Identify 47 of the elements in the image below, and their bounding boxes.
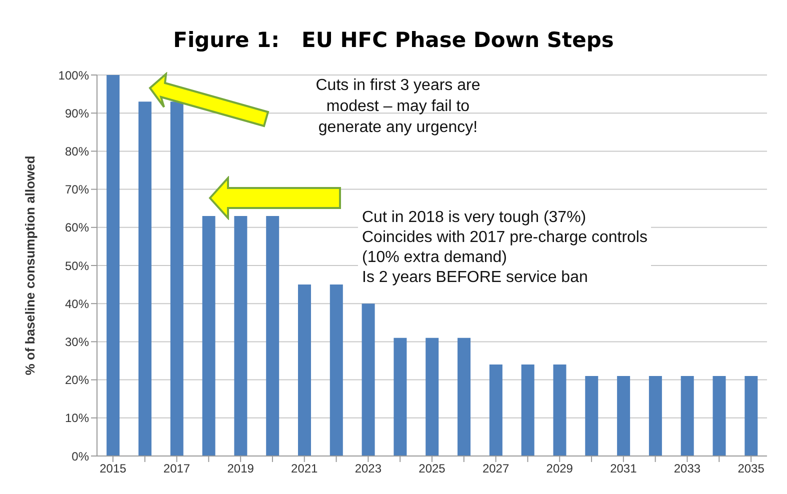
bar — [680, 376, 694, 456]
x-tick-label: 2027 — [482, 462, 510, 476]
bar — [138, 102, 152, 456]
bar — [489, 364, 502, 456]
bar — [712, 376, 726, 456]
y-tick-label: 100% — [58, 68, 90, 82]
y-tick-label: 0% — [72, 449, 90, 464]
y-axis-title: % of baseline consumption allowed — [22, 156, 38, 376]
y-tick-label: 70% — [64, 182, 90, 197]
chart-title: Figure 1: EU HFC Phase Down Steps — [172, 28, 615, 52]
y-tick-label: 10% — [64, 411, 90, 426]
bar — [106, 75, 120, 456]
x-tick-label: 2035 — [738, 462, 765, 476]
x-tick-label: 2023 — [354, 462, 382, 476]
x-tick-label: 2031 — [610, 462, 638, 476]
y-tick-label: 20% — [64, 373, 90, 388]
y-tick-label: 50% — [64, 258, 90, 273]
annotation: Cuts in first 3 years are modest – may fail to generate any urgency! — [314, 76, 482, 138]
bar — [648, 376, 662, 456]
bar — [394, 338, 407, 456]
x-tick-label: 2019 — [227, 462, 254, 476]
y-tick-label: 30% — [64, 334, 90, 349]
bar — [362, 304, 375, 456]
bar — [744, 376, 758, 456]
bar — [521, 364, 534, 456]
bar — [585, 376, 598, 456]
bar — [266, 216, 280, 456]
x-tick-label: 2015 — [100, 462, 127, 476]
y-tick-label: 40% — [64, 296, 90, 311]
bar — [426, 338, 439, 456]
x-tick-label: 2025 — [418, 462, 446, 476]
x-tick-label: 2029 — [546, 462, 574, 476]
y-tick-label: 80% — [64, 144, 90, 158]
x-tick-label: 2021 — [291, 462, 318, 476]
bar — [202, 216, 216, 456]
x-tick-label: 2017 — [163, 462, 190, 476]
y-tick-label: 90% — [64, 106, 90, 120]
bar — [617, 376, 630, 456]
bar — [298, 284, 311, 456]
x-tick-label: 2033 — [674, 462, 701, 476]
bar — [330, 284, 343, 456]
bar — [458, 338, 471, 456]
y-tick-label: 60% — [64, 220, 90, 235]
bar — [234, 216, 248, 456]
bar — [170, 102, 184, 456]
annotation: Cut in 2018 is very tough (37%) Coincides with 2017 pre-charge controls (10% extra demand) Is 2 years BEFORE service ban — [358, 206, 652, 290]
bar — [553, 364, 566, 456]
